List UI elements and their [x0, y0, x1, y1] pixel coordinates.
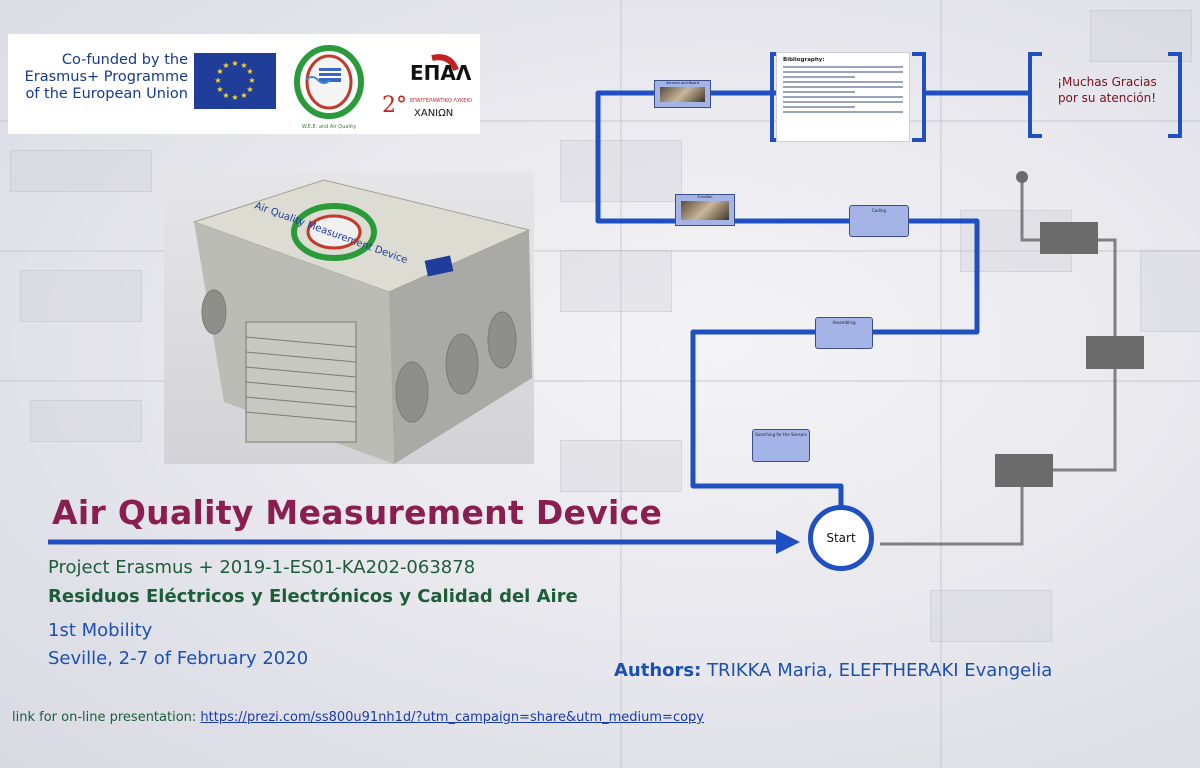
- mobility-text: 1st Mobility: [48, 620, 153, 641]
- start-button[interactable]: Start: [808, 505, 874, 571]
- epal-number: 2°: [382, 93, 407, 118]
- thanks-text[interactable]: ¡Muchas Gracias por su atención!: [1057, 75, 1157, 105]
- svg-text:★: ★: [248, 76, 255, 85]
- epal-line-2: ΧΑΝΙΩΝ: [414, 108, 453, 119]
- svg-text:★: ★: [216, 85, 223, 94]
- eu-flag-icon: ★ ★★ ★★★ ★★★ ★★★: [194, 53, 276, 109]
- cofund-line-2: Erasmus+ Programme: [24, 69, 188, 85]
- svg-text:★: ★: [240, 91, 247, 100]
- bibliography-line: [783, 101, 903, 103]
- bibliography-line: [783, 76, 855, 78]
- wee-air-quality-logo: W.E.E. and Air Quality: [294, 45, 364, 130]
- svg-text:★: ★: [222, 61, 229, 70]
- bibliography-line: [783, 91, 855, 93]
- project-code: Project Erasmus + 2019-1-ES01-KA202-0638…: [48, 557, 476, 578]
- project-subtitle: Residuos Eléctricos y Electrónicos y Cal…: [48, 586, 578, 607]
- bibliography-line: [783, 96, 903, 98]
- presentation-link[interactable]: https://prezi.com/ss800u91nh1d/?utm_camp…: [200, 710, 704, 725]
- node-thumbnail-image: [681, 201, 729, 220]
- cofund-line-1: Co-funded by the: [61, 52, 188, 68]
- path-node-caption: Sensors and Board: [666, 81, 699, 85]
- wee-caption: W.E.E. and Air Quality: [302, 124, 356, 130]
- logos-banner: Co-funded by the Erasmus+ Programme of t…: [8, 34, 480, 134]
- bibliography-line: [783, 71, 903, 73]
- path-node-sensors-and-board[interactable]: Sensors and Board: [654, 80, 711, 108]
- svg-text:★: ★: [246, 85, 253, 94]
- link-label: link for on-line presentation:: [12, 710, 197, 725]
- gray-path-node-1[interactable]: [1040, 222, 1098, 254]
- authors-names: TRIKKA Maria, ELEFTHERAKI Evangelia: [707, 660, 1053, 681]
- cofund-text: Co-funded by the Erasmus+ Programme of t…: [18, 52, 188, 103]
- bibliography-line: [783, 106, 855, 108]
- bibliography-line: [783, 111, 903, 113]
- presentation-link-line: link for on-line presentation: https://p…: [12, 710, 704, 725]
- svg-text:★: ★: [246, 67, 253, 76]
- gray-path-node-2[interactable]: [1086, 336, 1144, 369]
- bibliography-frame[interactable]: Bibliography:: [776, 52, 910, 142]
- path-node-searching-sensors[interactable]: Searching for the Sensors: [752, 429, 810, 462]
- svg-text:★: ★: [231, 93, 238, 102]
- node-thumbnail-image: [660, 87, 705, 102]
- path-node-function[interactable]: Function: [675, 194, 735, 226]
- epal-line-1: ΕΠΑΓΓΕΛΜΑΤΙΚΟ ΛΥΚΕΙΟ: [410, 98, 472, 104]
- path-node-caption: Function: [697, 195, 713, 199]
- device-photo: Air Quality Measurement Device: [164, 172, 534, 464]
- svg-text:★: ★: [231, 59, 238, 68]
- bibliography-title: Bibliography:: [783, 57, 825, 63]
- svg-text:★: ★: [240, 61, 247, 70]
- start-label: Start: [826, 531, 856, 545]
- path-node-assembling[interactable]: Assembling: [815, 317, 873, 349]
- authors-line: Authors: TRIKKA Maria, ELEFTHERAKI Evang…: [614, 660, 1052, 681]
- path-node-coding[interactable]: Coding: [849, 205, 909, 237]
- bibliography-bracket-right: [912, 52, 926, 142]
- bibliography-line: [783, 86, 903, 88]
- epal-school-logo: ΕΠΑΛ 2° ΕΠΑΓΓΕΛΜΑΤΙΚΟ ΛΥΚΕΙΟ ΧΑΝΙΩΝ: [382, 54, 472, 119]
- bibliography-line: [783, 81, 903, 83]
- svg-text:★: ★: [222, 91, 229, 100]
- thanks-bracket-right: [1168, 52, 1182, 138]
- page-title: Air Quality Measurement Device: [52, 493, 663, 532]
- authors-label: Authors:: [614, 660, 702, 681]
- epal-top-text: ΕΠΑΛ: [410, 61, 472, 85]
- dates-text: Seville, 2-7 of February 2020: [48, 648, 309, 669]
- bibliography-line: [783, 66, 903, 68]
- cofund-line-3: of the European Union: [25, 86, 188, 102]
- svg-text:★: ★: [214, 76, 221, 85]
- thanks-bracket-left: [1028, 52, 1042, 138]
- svg-text:★: ★: [216, 67, 223, 76]
- gray-path-node-3[interactable]: [995, 454, 1053, 487]
